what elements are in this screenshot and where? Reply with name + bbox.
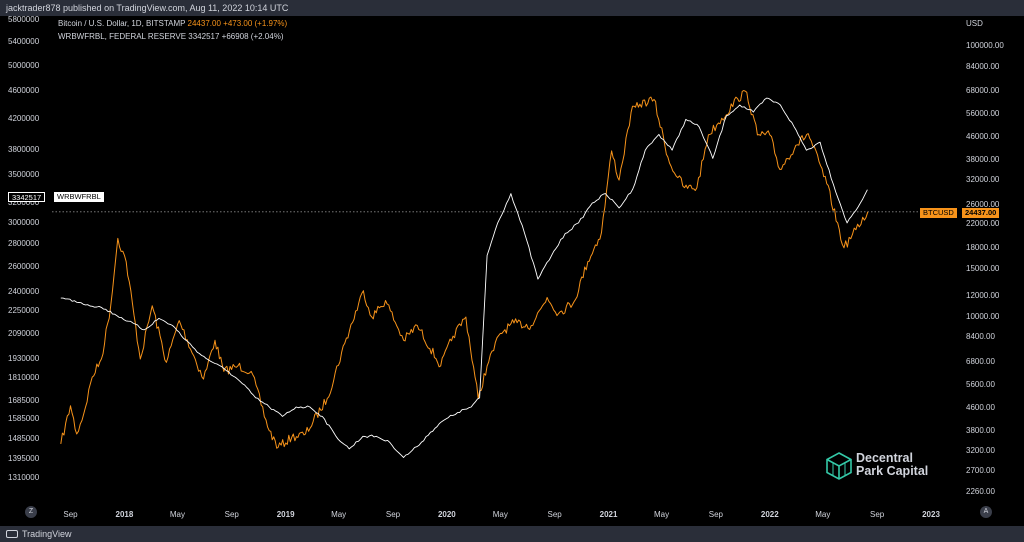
- legend-fed[interactable]: WRBWFRBL, FEDERAL RESERVE 3342517 +66908…: [58, 32, 283, 42]
- left-axis-tick: 3200000: [8, 198, 39, 208]
- right-axis-tick: 18000.00: [966, 242, 1000, 252]
- right-flag-name: BTCUSD: [920, 208, 957, 218]
- watermark-line2: Park Capital: [856, 464, 929, 478]
- legend-fed-value: 3342517: [188, 32, 220, 41]
- right-axis-tick: 68000.00: [966, 86, 1000, 96]
- left-axis-tick: 3800000: [8, 145, 40, 155]
- right-axis-tick: 2700.00: [966, 466, 995, 476]
- tradingview-brand: TradingView: [22, 529, 72, 539]
- right-axis-tick: 4600.00: [966, 403, 995, 413]
- legend-btc-name: Bitcoin / U.S. Dollar, 1D, BITSTAMP: [58, 19, 186, 28]
- time-axis-tick: May: [815, 510, 831, 519]
- left-axis-tick: 3000000: [8, 217, 40, 227]
- time-axis-tick: 2019: [276, 510, 295, 519]
- left-axis-tick: 1585000: [8, 414, 40, 424]
- right-axis-tick: 3200.00: [966, 446, 995, 456]
- time-axis-tick: Sep: [385, 510, 401, 519]
- publisher-bar: jacktrader878 published on TradingView.c…: [0, 0, 1024, 16]
- time-axis-tick: May: [331, 510, 347, 519]
- legend-btc[interactable]: Bitcoin / U.S. Dollar, 1D, BITSTAMP 2443…: [58, 19, 287, 29]
- right-axis-tick: 3800.00: [966, 425, 995, 435]
- right-axis-unit: USD: [966, 19, 983, 28]
- left-axis-tick: 1395000: [8, 453, 40, 463]
- time-axis-tick: 2018: [115, 510, 134, 519]
- tradingview-logo-icon: [6, 530, 18, 538]
- time-axis-tick: Sep: [63, 510, 78, 519]
- right-axis-tick: 8400.00: [966, 332, 995, 342]
- right-axis-tick: 56000.00: [966, 109, 1000, 119]
- publisher-text: jacktrader878 published on TradingView.c…: [6, 3, 289, 13]
- time-axis-tick: 2022: [760, 510, 779, 519]
- right-axis-tick: 84000.00: [966, 61, 1000, 71]
- left-axis-tick: 3500000: [8, 170, 40, 180]
- right-axis-tick: 6800.00: [966, 357, 995, 367]
- left-axis-tick: 5000000: [8, 60, 40, 70]
- time-axis-tick: May: [492, 510, 508, 519]
- zoom-button[interactable]: Z: [25, 506, 37, 518]
- tradingview-logo[interactable]: TradingView: [6, 528, 72, 540]
- time-axis-tick: Sep: [869, 510, 885, 519]
- right-axis-tick: 10000.00: [966, 311, 1000, 321]
- wrbwfrbl-series-line[interactable]: [60, 97, 868, 458]
- left-axis-tick: 2250000: [8, 306, 40, 316]
- right-axis-tick: 32000.00: [966, 175, 1000, 185]
- time-axis-tick: 2020: [437, 510, 456, 519]
- right-flag-value: 24437.00: [962, 208, 1000, 218]
- time-axis-tick: 2021: [599, 510, 618, 519]
- right-axis-tick: 46000.00: [966, 132, 1000, 142]
- time-axis-tick: May: [169, 510, 185, 519]
- legend-fed-name: WRBWFRBL, FEDERAL RESERVE: [58, 32, 187, 41]
- cube-logo-icon: [826, 452, 852, 480]
- legend-btc-value: 24437.00: [187, 19, 221, 28]
- left-axis-tick: 5400000: [8, 36, 40, 46]
- left-axis-tick: 1310000: [8, 473, 40, 482]
- left-axis-tick: 5800000: [8, 15, 40, 24]
- watermark-text: Decentral Park Capital: [856, 452, 928, 478]
- left-axis-tick: 4200000: [8, 114, 40, 124]
- time-axis-tick: Sep: [708, 510, 723, 519]
- right-axis-tick: 22000.00: [966, 219, 1000, 229]
- left-axis-tick: 1810000: [8, 373, 40, 383]
- right-axis-tick: 5600.00: [966, 380, 995, 390]
- right-axis-tick: 38000.00: [966, 154, 1000, 164]
- footer-bar: TradingView: [0, 526, 1024, 542]
- right-axis-tick: 15000.00: [966, 264, 1000, 274]
- time-axis-tick: Sep: [547, 510, 562, 519]
- auto-scale-button[interactable]: A: [980, 506, 992, 518]
- watermark-line1: Decentral: [856, 451, 913, 465]
- right-axis-tick: 12000.00: [966, 290, 1000, 300]
- left-axis-tick: 1930000: [8, 353, 40, 363]
- btcusd-series-line[interactable]: [60, 90, 869, 449]
- time-axis-tick: 2023: [922, 510, 940, 519]
- left-axis-tick: 1685000: [8, 395, 40, 405]
- left-flag-value: 3342517: [8, 192, 46, 202]
- legend-fed-change: +66908 (+2.04%): [221, 32, 284, 41]
- left-axis-tick: 2090000: [8, 329, 40, 339]
- left-axis-tick: 2400000: [8, 286, 40, 296]
- chart-area[interactable]: Bitcoin / U.S. Dollar, 1D, BITSTAMP 2443…: [0, 15, 1024, 526]
- right-axis-tick: 26000.00: [966, 199, 1000, 209]
- left-axis-tick: 2800000: [8, 239, 40, 249]
- left-flag-name: WRBWFRBL: [54, 192, 104, 202]
- left-axis-tick: 4600000: [8, 86, 40, 96]
- left-axis-tick: 2600000: [8, 261, 40, 271]
- price-chart[interactable]: [0, 16, 1024, 526]
- time-axis-tick: Sep: [224, 510, 239, 519]
- time-axis-tick: May: [653, 510, 670, 519]
- right-axis-tick: 2260.00: [966, 487, 995, 496]
- legend-btc-change: +473.00 (+1.97%): [223, 19, 288, 28]
- left-axis-tick: 1485000: [8, 434, 40, 444]
- right-axis-tick: 100000.00: [966, 41, 1004, 50]
